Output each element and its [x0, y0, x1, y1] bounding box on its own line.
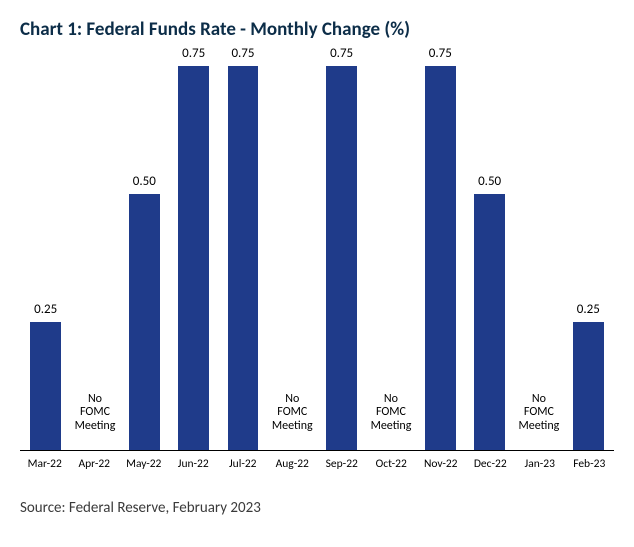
bar: 0.75 — [326, 66, 357, 450]
chart-container: 0.25 NoFOMCMeeting 0.50 0.75 0.75 NoFOMCMeeti… — [20, 51, 614, 471]
no-meeting-label: NoFOMCMeeting — [519, 393, 560, 434]
bar-slot: 0.25 — [21, 51, 70, 450]
no-meeting-label: NoFOMCMeeting — [371, 393, 412, 434]
x-axis-tick: Aug-22 — [268, 457, 318, 471]
chart-source: Source: Federal Reserve, February 2023 — [20, 499, 614, 517]
bar-value-label: 0.75 — [429, 46, 452, 61]
no-meeting-label: NoFOMCMeeting — [75, 393, 116, 434]
bar-value-label: 0.25 — [34, 302, 57, 317]
bar-slot: 0.75 — [416, 51, 465, 450]
bar-slot: NoFOMCMeeting — [366, 51, 415, 450]
bar-slot: 0.75 — [169, 51, 218, 450]
x-axis-tick: Nov-22 — [416, 457, 466, 471]
x-axis-tick: May-22 — [119, 457, 169, 471]
bar-value-label: 0.75 — [182, 46, 205, 61]
bar: 0.75 — [228, 66, 259, 450]
x-axis-tick: Dec-22 — [466, 457, 516, 471]
bar-slot: 0.25 — [564, 51, 613, 450]
x-axis-tick: Jun-22 — [169, 457, 219, 471]
bar: 0.50 — [474, 194, 505, 450]
x-axis-tick: Sep-22 — [317, 457, 367, 471]
bar-value-label: 0.50 — [478, 174, 501, 189]
bar-slot: NoFOMCMeeting — [70, 51, 119, 450]
x-axis-tick: Feb-23 — [565, 457, 615, 471]
x-axis-tick: Apr-22 — [70, 457, 120, 471]
x-axis-tick: Oct-22 — [367, 457, 417, 471]
bar-value-label: 0.50 — [133, 174, 156, 189]
bar-slot: NoFOMCMeeting — [268, 51, 317, 450]
bar-slot: 0.75 — [317, 51, 366, 450]
x-axis: Mar-22Apr-22May-22Jun-22Jul-22Aug-22Sep-… — [20, 457, 614, 471]
bar: 0.50 — [129, 194, 160, 450]
x-axis-tick: Jul-22 — [218, 457, 268, 471]
bar: 0.75 — [178, 66, 209, 450]
bar-value-label: 0.25 — [577, 302, 600, 317]
bar-slot: NoFOMCMeeting — [514, 51, 563, 450]
bar-slot: 0.50 — [465, 51, 514, 450]
bar-value-label: 0.75 — [330, 46, 353, 61]
x-axis-tick: Mar-22 — [20, 457, 70, 471]
bar-value-label: 0.75 — [231, 46, 254, 61]
bar: 0.25 — [573, 322, 604, 450]
bar: 0.75 — [425, 66, 456, 450]
no-meeting-label: NoFOMCMeeting — [272, 393, 313, 434]
chart-title: Chart 1: Federal Funds Rate - Monthly Ch… — [20, 18, 614, 41]
bar-slot: 0.50 — [120, 51, 169, 450]
bar-slot: 0.75 — [218, 51, 267, 450]
plot-area: 0.25 NoFOMCMeeting 0.50 0.75 0.75 NoFOMCMeeti… — [20, 51, 614, 451]
x-axis-tick: Jan-23 — [515, 457, 565, 471]
bar: 0.25 — [30, 322, 61, 450]
